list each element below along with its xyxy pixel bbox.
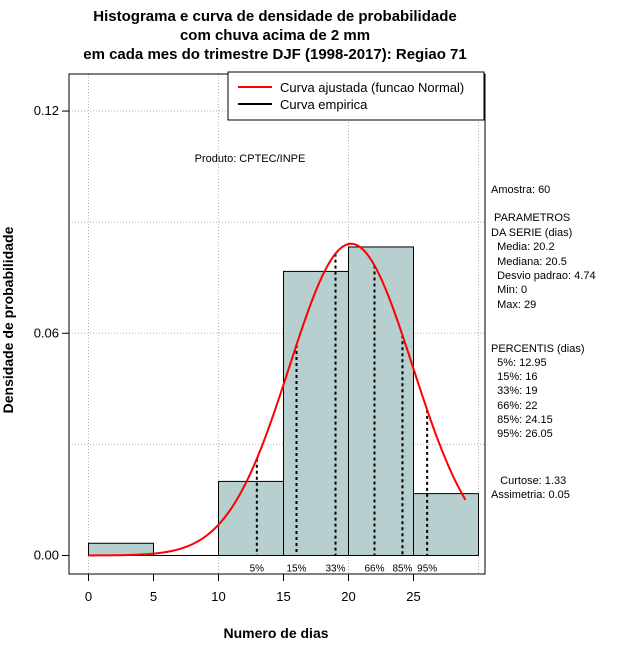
stat-p85: 85%: 24.15	[491, 414, 553, 426]
stat-p15: 15%: 16	[491, 371, 537, 383]
stat-max: Max: 29	[491, 299, 536, 311]
y-axis-title: Densidade de probabilidade	[0, 226, 16, 413]
stat-assimetria: Assimetria: 0.05	[491, 489, 570, 501]
stat-curtose: Curtose: 1.33	[491, 475, 566, 487]
x-tick-label-0: 0	[85, 589, 92, 604]
stat-percentis-title: PERCENTIS (dias)	[491, 343, 585, 355]
stat-p5: 5%: 12.95	[491, 357, 547, 369]
stat-amostra: Amostra: 60	[491, 184, 550, 196]
x-tick-label-1: 5	[150, 589, 157, 604]
legend-box	[227, 71, 485, 121]
histogram-bar-4	[348, 246, 414, 556]
chart-title-line-1: Histograma e curva de densidade de proba…	[93, 8, 456, 25]
stat-parametros-title-1: PARAMETROS	[491, 212, 570, 224]
histogram-bar-3	[283, 270, 349, 556]
legend: Curva ajustada (funcao Normal) Curva emp…	[227, 71, 485, 121]
product-annotation: Produto: CPTEC/INPE	[195, 153, 306, 165]
x-axis: 0 5 10 15 20 25	[85, 573, 421, 604]
x-axis-title: Numero de dias	[223, 625, 328, 641]
percentile-label-1: 15%	[286, 563, 306, 574]
stat-parametros-title-2: DA SERIE (dias)	[491, 227, 572, 239]
statistics-panel: Amostra: 60 PARAMETROS DA SERIE (dias) M…	[491, 184, 596, 501]
chart-title-line-3: em cada mes do trimestre DJF (1998-2017)…	[83, 46, 467, 63]
percentile-markers: 5% 15% 33% 66% 85% 95%	[250, 253, 437, 574]
y-axis: 0.00 0.06 0.12	[34, 103, 70, 562]
x-tick-label-5: 25	[406, 589, 420, 604]
stat-p66: 66%: 22	[491, 400, 537, 412]
chart-title-line-2: com chuva acima de 2 mm	[180, 27, 370, 44]
histogram-bars	[88, 246, 479, 556]
stat-p95: 95%: 26.05	[491, 428, 553, 440]
legend-label-normal: Curva ajustada (funcao Normal)	[280, 80, 464, 95]
stat-p33: 33%: 19	[491, 385, 537, 397]
stat-desvio: Desvio padrao: 4.74	[491, 270, 596, 282]
stat-min: Min: 0	[491, 284, 527, 296]
histogram-bar-2	[218, 480, 284, 556]
y-tick-label-1: 0.06	[34, 325, 59, 340]
stat-mediana: Mediana: 20.5	[491, 256, 567, 268]
y-tick-label-0: 0.00	[34, 547, 59, 562]
percentile-label-4: 85%	[392, 563, 412, 574]
percentile-label-0: 5%	[250, 563, 265, 574]
x-tick-label-3: 15	[276, 589, 290, 604]
y-tick-label-2: 0.12	[34, 103, 59, 118]
x-tick-label-2: 10	[211, 589, 225, 604]
x-tick-label-4: 20	[341, 589, 355, 604]
histogram-bar-5	[413, 493, 479, 556]
percentile-label-5: 95%	[417, 563, 437, 574]
legend-label-empirical: Curva empirica	[280, 97, 368, 112]
normal-curve-line	[88, 242, 467, 557]
percentile-label-3: 66%	[364, 563, 384, 574]
stat-media: Media: 20.2	[491, 241, 555, 253]
percentile-label-2: 33%	[325, 563, 345, 574]
